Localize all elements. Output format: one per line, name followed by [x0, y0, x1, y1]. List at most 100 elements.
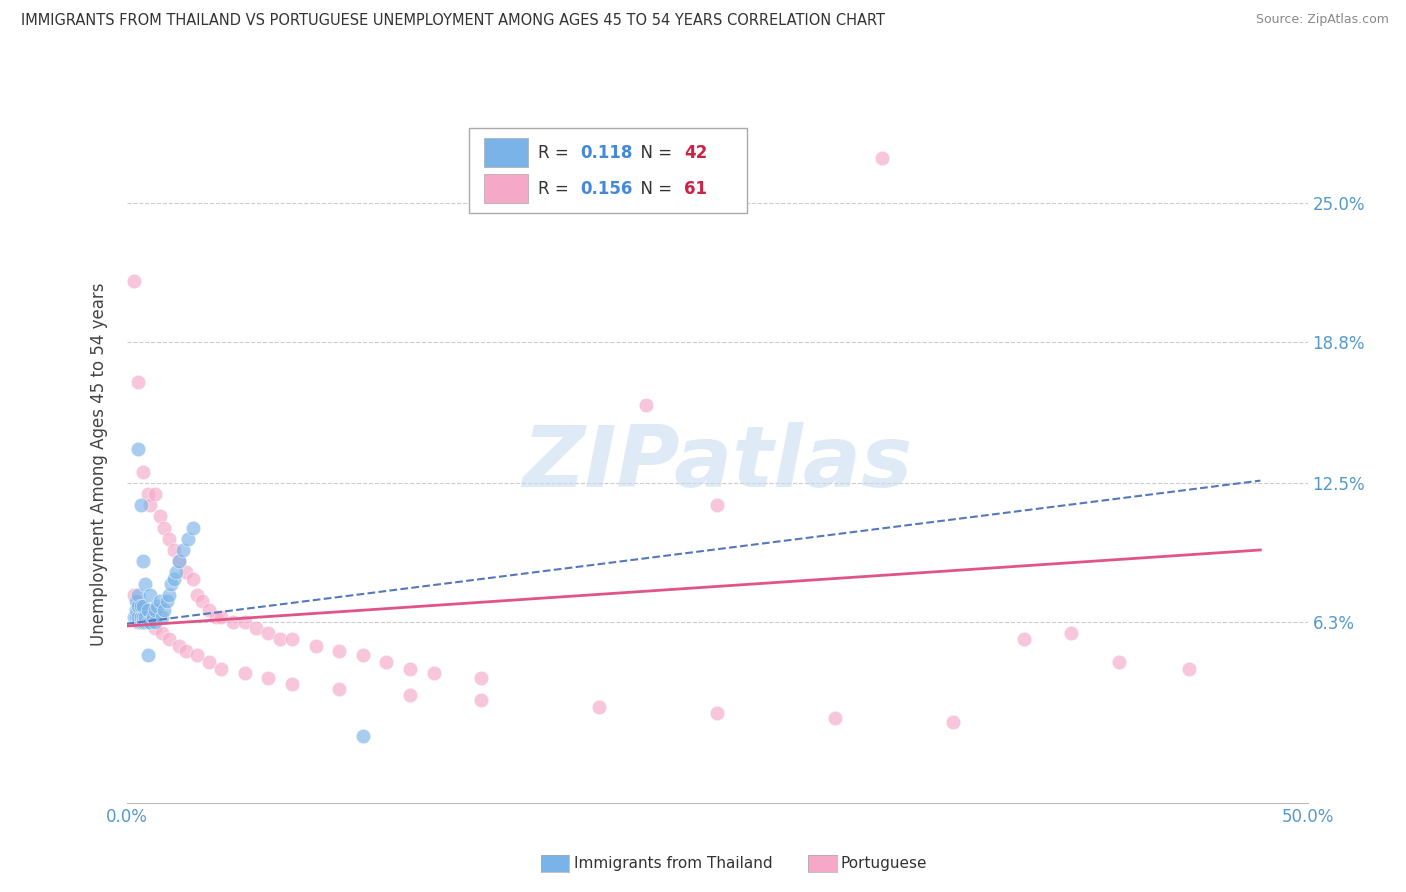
Point	[129, 498, 152, 512]
Point	[181, 520, 204, 534]
Point	[588, 699, 610, 714]
Point	[824, 711, 846, 725]
Point	[157, 632, 180, 647]
Point	[143, 487, 166, 501]
FancyBboxPatch shape	[470, 128, 747, 213]
Point	[167, 639, 190, 653]
Point	[191, 594, 214, 608]
Point	[399, 662, 422, 676]
Point	[174, 566, 197, 580]
Point	[328, 681, 350, 696]
Point	[136, 487, 159, 501]
Point	[134, 610, 156, 624]
Point	[134, 615, 156, 629]
Point	[470, 671, 492, 685]
Text: Source: ZipAtlas.com: Source: ZipAtlas.com	[1256, 13, 1389, 27]
Point	[132, 465, 155, 479]
Point	[132, 610, 155, 624]
Point	[1060, 625, 1083, 640]
Text: N =: N =	[630, 144, 678, 161]
Point	[304, 639, 326, 653]
Point	[136, 610, 159, 624]
Point	[132, 603, 155, 617]
Point	[153, 520, 176, 534]
Point	[257, 671, 280, 685]
Point	[127, 588, 149, 602]
Point	[122, 610, 145, 624]
Point	[167, 554, 190, 568]
Point	[198, 603, 221, 617]
Point	[177, 532, 200, 546]
Point	[209, 610, 232, 624]
FancyBboxPatch shape	[485, 174, 529, 202]
Point	[269, 632, 291, 647]
Point	[872, 152, 894, 166]
Point	[222, 615, 245, 629]
Point	[127, 615, 149, 629]
Point	[127, 599, 149, 613]
Point	[132, 615, 155, 629]
Point	[160, 576, 183, 591]
Text: Immigrants from Thailand: Immigrants from Thailand	[574, 856, 772, 871]
Point	[127, 442, 149, 457]
Point	[125, 594, 148, 608]
Point	[143, 603, 166, 617]
Text: 42: 42	[683, 144, 707, 161]
Point	[150, 625, 173, 640]
Point	[122, 275, 145, 289]
Point	[942, 715, 965, 730]
Point	[157, 532, 180, 546]
Point	[163, 572, 186, 586]
Point	[149, 509, 172, 524]
Point	[125, 603, 148, 617]
Point	[706, 498, 728, 512]
Y-axis label: Unemployment Among Ages 45 to 54 years: Unemployment Among Ages 45 to 54 years	[90, 282, 108, 646]
Point	[375, 655, 398, 669]
Point	[281, 677, 304, 691]
Point	[186, 648, 208, 662]
Point	[209, 662, 232, 676]
Point	[139, 588, 162, 602]
Text: 61: 61	[683, 179, 707, 197]
Point	[141, 610, 163, 624]
Point	[127, 594, 149, 608]
Text: 0.118: 0.118	[581, 144, 633, 161]
Point	[1178, 662, 1201, 676]
Point	[172, 543, 194, 558]
Point	[143, 615, 166, 629]
Point	[132, 554, 155, 568]
Point	[136, 603, 159, 617]
Point	[157, 588, 180, 602]
Text: 0.156: 0.156	[581, 179, 633, 197]
Point	[139, 498, 162, 512]
Point	[136, 648, 159, 662]
Point	[181, 572, 204, 586]
Point	[245, 621, 267, 635]
Point	[706, 706, 728, 721]
Point	[153, 603, 176, 617]
Text: R =: R =	[537, 179, 574, 197]
Point	[470, 693, 492, 707]
Point	[163, 543, 186, 558]
Point	[205, 610, 228, 624]
Point	[186, 588, 208, 602]
Text: ZIPatlas: ZIPatlas	[522, 422, 912, 506]
Point	[1012, 632, 1035, 647]
Point	[129, 615, 152, 629]
Point	[328, 643, 350, 657]
Point	[165, 566, 187, 580]
Point	[129, 610, 152, 624]
Point	[399, 689, 422, 703]
Point	[127, 610, 149, 624]
Point	[150, 610, 173, 624]
Text: N =: N =	[630, 179, 678, 197]
Text: Portuguese: Portuguese	[841, 856, 928, 871]
Point	[167, 554, 190, 568]
Point	[233, 615, 256, 629]
Point	[352, 729, 374, 743]
Point	[129, 599, 152, 613]
Point	[281, 632, 304, 647]
Point	[136, 615, 159, 629]
Point	[422, 666, 444, 681]
Point	[156, 594, 179, 608]
